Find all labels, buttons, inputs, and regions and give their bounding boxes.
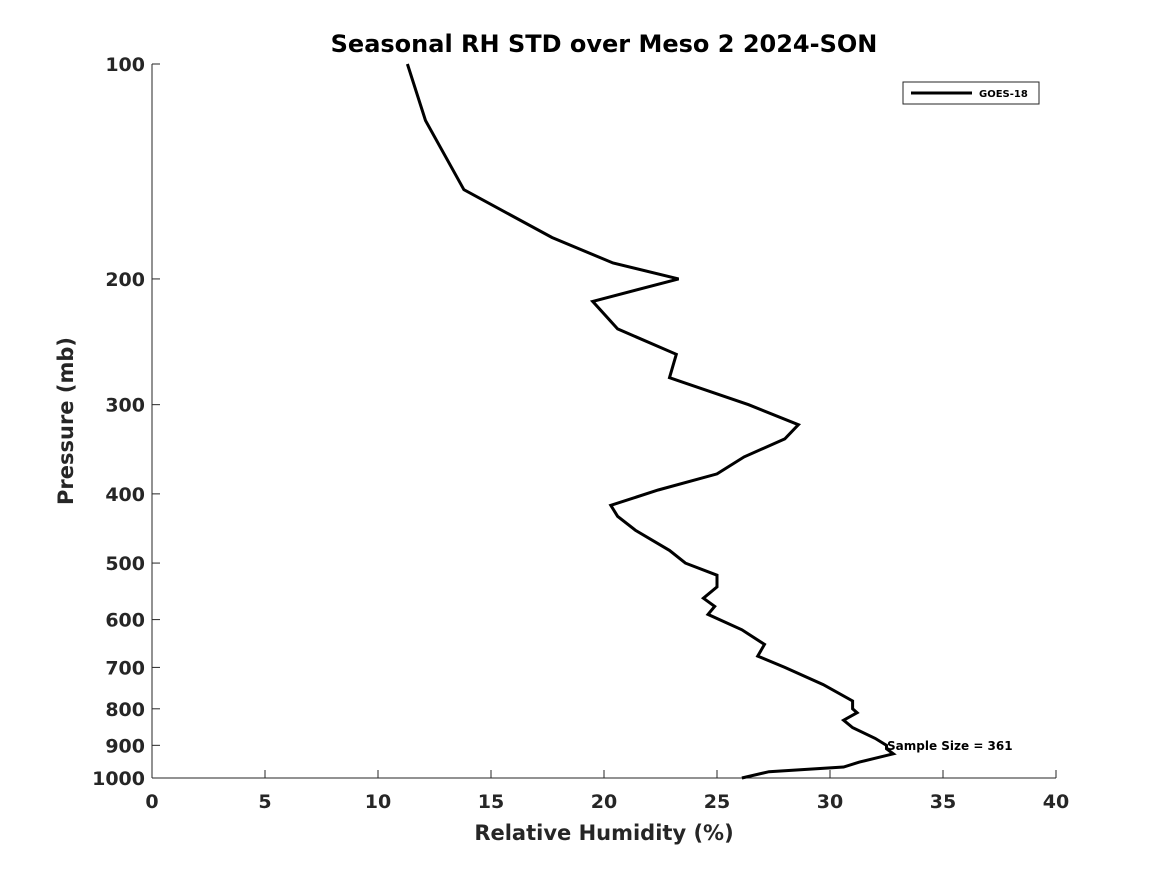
y-tick-label: 300 xyxy=(105,395,145,417)
x-tick-label: 10 xyxy=(365,791,391,813)
x-axis-ticks: 0 5 10 15 20 25 30 35 40 xyxy=(145,770,1069,813)
x-tick-label: 20 xyxy=(591,791,617,813)
sample-size-annotation: Sample Size = 361 xyxy=(887,739,1013,753)
x-tick-label: 25 xyxy=(704,791,730,813)
series-line-goes-18 xyxy=(405,63,897,780)
y-axis-ticks: 100 200 300 400 500 600 700 800 900 1000 xyxy=(92,54,160,790)
x-tick-label: 0 xyxy=(145,791,158,813)
y-tick-label: 200 xyxy=(105,269,145,291)
series-layer xyxy=(405,63,897,780)
y-tick-label: 500 xyxy=(105,553,145,575)
y-tick-label: 800 xyxy=(105,699,145,721)
y-tick-label: 900 xyxy=(105,735,145,757)
x-tick-label: 35 xyxy=(930,791,956,813)
legend-entry-goes-18: GOES-18 xyxy=(979,89,1028,100)
y-tick-label: 700 xyxy=(105,657,145,679)
x-axis-label: Relative Humidity (%) xyxy=(474,821,733,845)
y-tick-label: 1000 xyxy=(92,768,145,790)
y-tick-label: 100 xyxy=(105,54,145,76)
legend: GOES-18 xyxy=(902,81,1040,105)
y-tick-label: 600 xyxy=(105,610,145,632)
x-tick-label: 40 xyxy=(1043,791,1069,813)
plot-axes xyxy=(151,64,1056,779)
y-axis-label: Pressure (mb) xyxy=(54,337,78,505)
y-tick-label: 400 xyxy=(105,484,145,506)
x-tick-label: 30 xyxy=(817,791,843,813)
x-tick-label: 5 xyxy=(258,791,271,813)
chart-title: Seasonal RH STD over Meso 2 2024-SON xyxy=(331,30,878,58)
x-tick-label: 15 xyxy=(478,791,504,813)
